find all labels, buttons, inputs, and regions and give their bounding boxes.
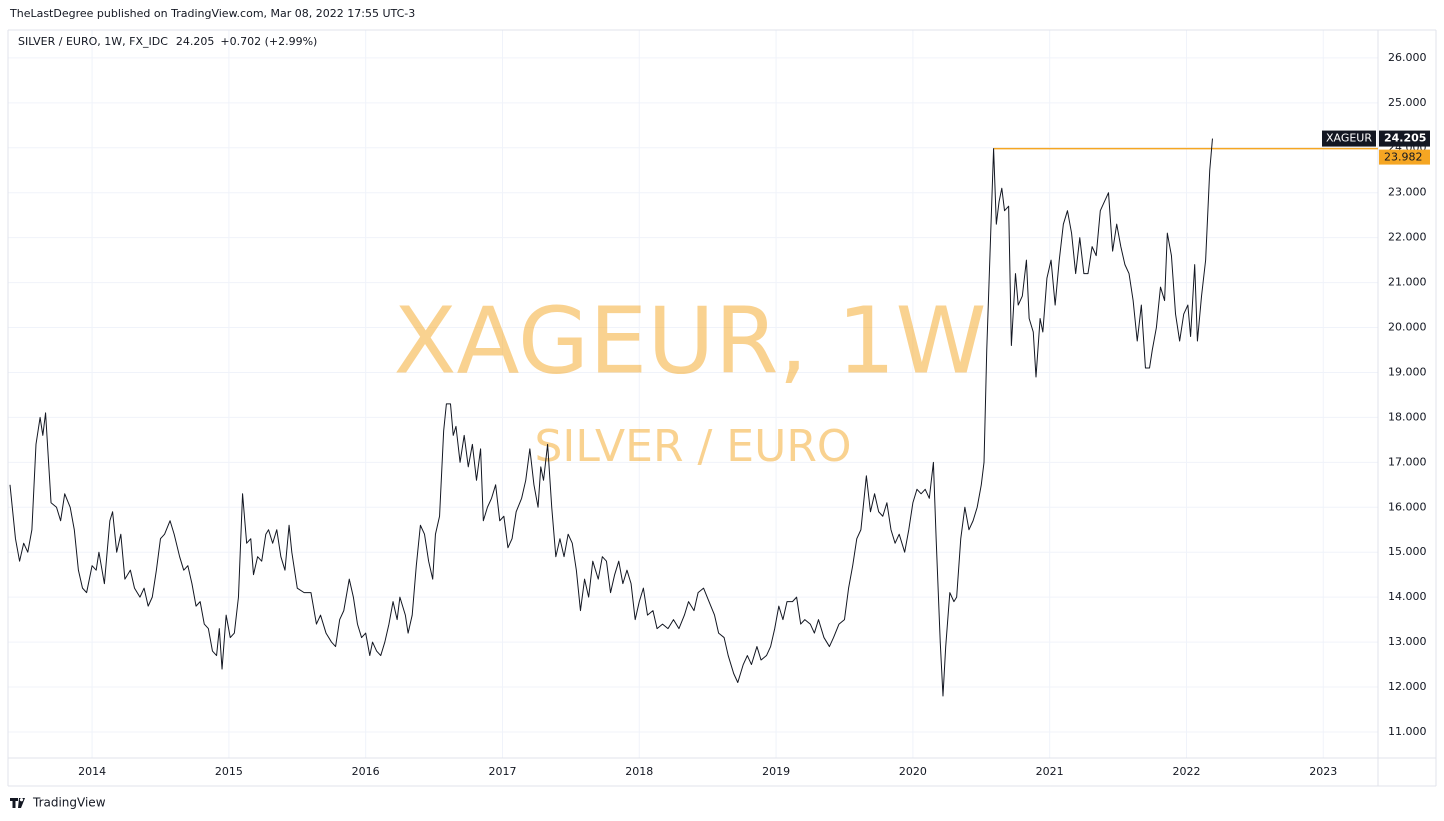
x-tick-label: 2018 xyxy=(625,765,653,778)
level-label-bg xyxy=(1379,149,1430,165)
x-tick-label: 2023 xyxy=(1309,765,1337,778)
price-label: 24.205 xyxy=(1384,132,1426,145)
y-tick-label: 19.000 xyxy=(1388,365,1427,378)
watermark-title: XAGEUR, 1W xyxy=(393,287,986,394)
legend-change: +0.702 (+2.99%) xyxy=(220,35,317,48)
tradingview-logo xyxy=(10,798,25,808)
grid xyxy=(8,30,1378,758)
publish-info: TheLastDegree published on TradingView.c… xyxy=(9,7,415,20)
x-tick-label: 2020 xyxy=(899,765,927,778)
y-tick-label: 15.000 xyxy=(1388,545,1427,558)
y-tick-label: 11.000 xyxy=(1388,725,1427,738)
x-tick-label: 2021 xyxy=(1036,765,1064,778)
legend-last-value: 24.205 xyxy=(176,35,215,48)
brand: TradingView xyxy=(32,796,106,810)
price-line xyxy=(9,138,1213,697)
x-tick-label: 2017 xyxy=(488,765,516,778)
y-tick-label: 18.000 xyxy=(1388,410,1427,423)
y-tick-label: 20.000 xyxy=(1388,321,1427,334)
x-tick-label: 2019 xyxy=(762,765,790,778)
y-tick-label: 25.000 xyxy=(1388,96,1427,109)
y-tick-label: 13.000 xyxy=(1388,635,1427,648)
legend-instrument: SILVER / EURO, 1W, FX_IDC xyxy=(18,35,168,48)
y-tick-label: 26.000 xyxy=(1388,51,1427,64)
y-tick-label: 14.000 xyxy=(1388,590,1427,603)
x-tick-label: 2016 xyxy=(352,765,380,778)
x-tick-label: 2022 xyxy=(1172,765,1200,778)
x-tick-label: 2014 xyxy=(78,765,106,778)
y-tick-label: 21.000 xyxy=(1388,276,1427,289)
y-tick-label: 12.000 xyxy=(1388,680,1427,693)
y-tick-label: 23.000 xyxy=(1388,186,1427,199)
level-label: 23.982 xyxy=(1384,151,1423,164)
y-tick-label: 22.000 xyxy=(1388,231,1427,244)
y-tick-label: 17.000 xyxy=(1388,455,1427,468)
series-name-bg xyxy=(1322,130,1376,147)
price-label-bg xyxy=(1379,130,1430,147)
x-tick-label: 2015 xyxy=(215,765,243,778)
legend: SILVER / EURO, 1W, FX_IDC 24.205 +0.702 (+… xyxy=(18,35,317,48)
watermark-subtitle: SILVER / EURO xyxy=(534,421,851,472)
series-name: XAGEUR xyxy=(1326,132,1372,145)
y-tick-label: 16.000 xyxy=(1388,500,1427,513)
